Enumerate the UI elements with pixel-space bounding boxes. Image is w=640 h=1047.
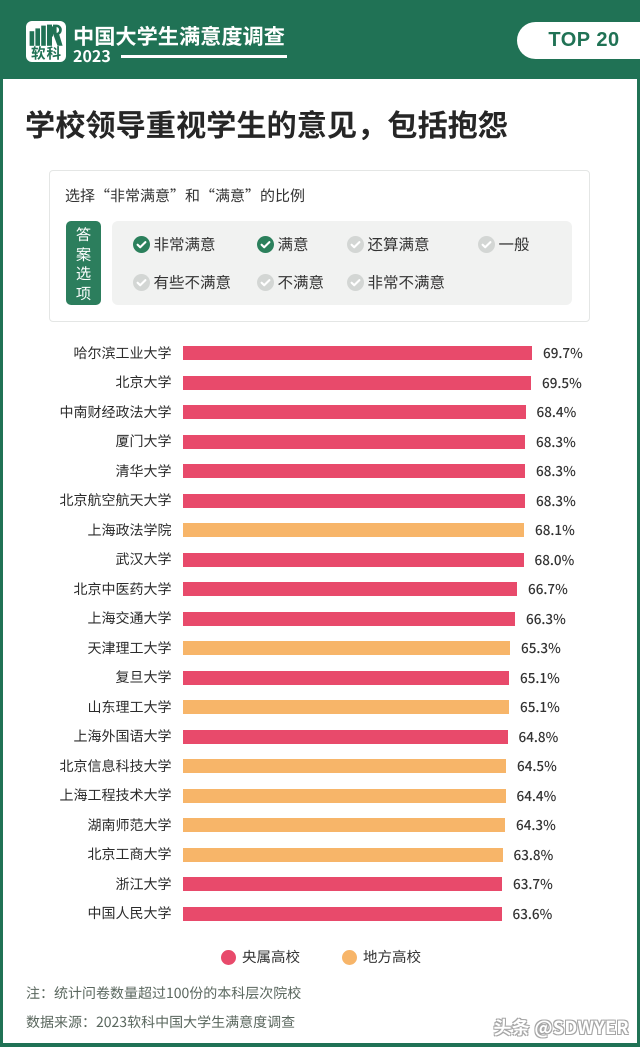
svg-text:软科: 软科 (31, 43, 62, 63)
